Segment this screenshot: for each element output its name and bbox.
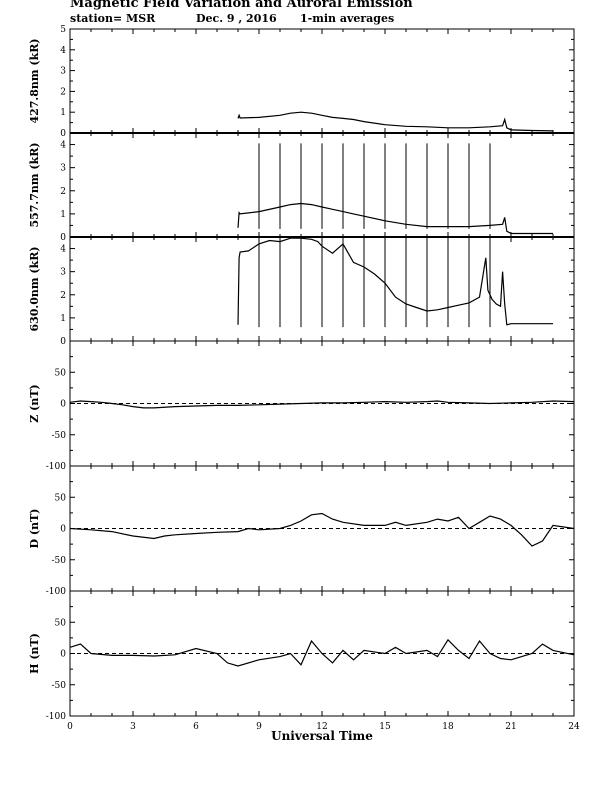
panel-3-ytick-label: 0: [60, 400, 66, 410]
x-tick-label: 0: [67, 722, 73, 732]
panel-4-ylabel: D (nT): [28, 509, 41, 549]
panel-0-ytick-label: 0: [60, 129, 66, 139]
chart-title: Magnetic Field Variation and Auroral Emi…: [70, 0, 413, 11]
panel-2-ylabel: 630.0nm (kR): [28, 246, 41, 331]
x-tick-label: 9: [256, 722, 262, 732]
panel-4-ytick-label: -100: [46, 587, 66, 597]
date-label: Dec. 9 , 2016: [196, 12, 277, 25]
panel-2-ytick-label: 2: [60, 291, 66, 301]
panel-5-ytick-label: -100: [46, 712, 66, 722]
panel-2-series-line: [237, 237, 553, 326]
x-tick-label: 24: [568, 722, 580, 732]
panel-0-frame: [69, 28, 575, 134]
panel-4-ytick-label: 50: [55, 493, 67, 503]
panel-3-ytick-label: -50: [52, 431, 67, 441]
panel-5-ytick-label: 0: [60, 650, 66, 660]
panel-0-ytick-label: 4: [60, 46, 66, 56]
panel-0-series-line: [237, 111, 554, 132]
panel-4-ytick-label: 0: [60, 525, 66, 535]
panel-0-ytick-label: 5: [60, 25, 66, 35]
panel-3-ylabel: Z (nT): [28, 384, 41, 422]
averaging-label: 1-min averages: [300, 12, 395, 25]
panel-4-series-line: [69, 512, 575, 547]
panel-2-ytick-label: 0: [60, 337, 66, 347]
panel-1-ytick-label: 0: [60, 233, 66, 243]
x-axis-label: Universal Time: [271, 729, 373, 743]
panel-2-ytick-label: 4: [60, 245, 66, 255]
panel-5-ylabel: H (nT): [28, 633, 41, 674]
panel-0-ytick-label: 2: [60, 87, 66, 97]
x-tick-label: 18: [442, 722, 454, 732]
panel-4-ytick-label: -50: [52, 556, 67, 566]
x-tick-label: 12: [316, 722, 327, 732]
x-tick-label: 6: [193, 722, 199, 732]
panel-5-series-line: [69, 638, 575, 667]
panel-0-ytick-label: 3: [60, 67, 66, 77]
panel-1-ytick-label: 2: [60, 187, 66, 197]
panel-1-ytick-label: 4: [60, 141, 66, 151]
panel-2-ytick-label: 3: [60, 268, 66, 278]
panel-1-ylabel: 557.7nm (kR): [28, 142, 41, 227]
panel-3-ytick-label: -100: [46, 462, 66, 472]
panel-3-ytick-label: 50: [55, 368, 67, 378]
panel-2-ytick-label: 1: [60, 314, 66, 324]
x-tick-label: 3: [130, 722, 136, 732]
panel-5-ytick-label: 50: [55, 618, 67, 628]
station-label: station= MSR: [70, 12, 156, 25]
x-tick-label: 21: [505, 722, 516, 732]
panel-1-ytick-label: 3: [60, 164, 66, 174]
panel-1-ytick-label: 1: [60, 210, 66, 220]
panel-5-ytick-label: -50: [52, 681, 67, 691]
panel-1-series-line: [237, 202, 553, 235]
panel-3-series-line: [69, 400, 575, 409]
panel-0-ytick-label: 1: [60, 108, 66, 118]
panel-0-ylabel: 427.8nm (kR): [28, 38, 41, 123]
x-tick-label: 15: [379, 722, 391, 732]
